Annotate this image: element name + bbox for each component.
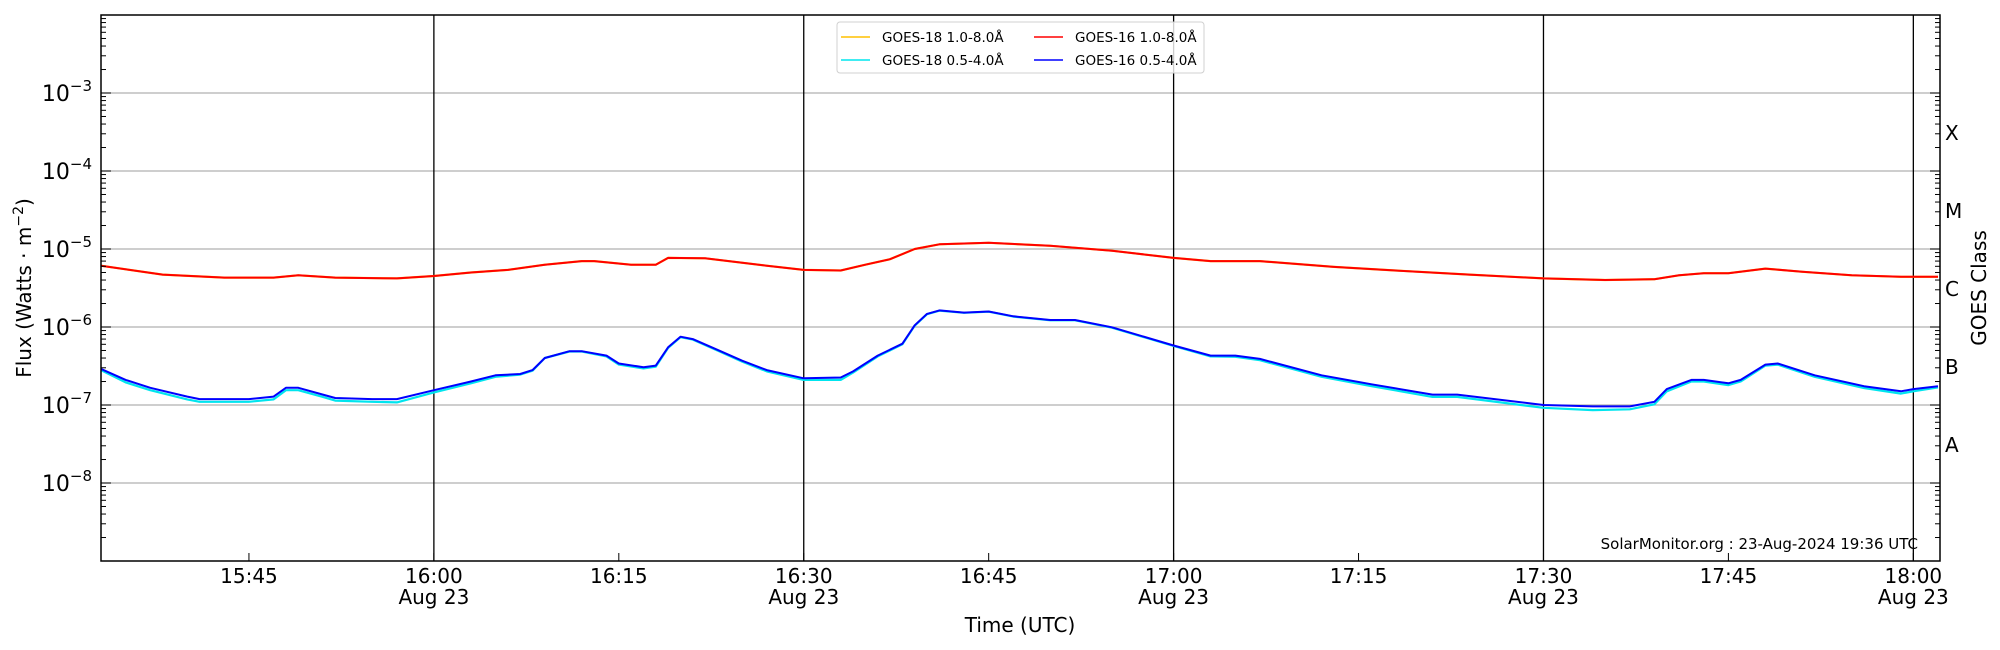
y-tick-label: 10−3 [42,77,92,107]
y-tick-base: 10 [42,472,70,497]
y-tick-exponent: −5 [70,233,92,251]
series-line-goes-18-1-0-8-0- [100,241,1938,282]
x-tick-date-label: Aug 23 [1138,585,1209,609]
series-line-goes-16-1-0-8-0- [100,241,1938,281]
legend-label: GOES-18 1.0-8.0Å [882,29,1004,46]
y-tick-base: 10 [42,82,70,107]
y-tick-base: 10 [42,394,70,419]
legend-label: GOES-16 1.0-8.0Å [1075,29,1197,46]
y-tick-exponent: −7 [70,389,92,407]
x-tick-date-label: Aug 23 [1878,585,1949,609]
x-tick-label: 17:45 [1700,564,1758,588]
y-tick-base: 10 [42,238,70,263]
x-tick-label: 16:15 [590,564,648,588]
legend-label: GOES-16 0.5-4.0Å [1075,52,1197,69]
x-tick-label: 17:00 [1145,564,1203,588]
x-tick-label: 16:45 [960,564,1018,588]
x-tick-date-label: Aug 23 [398,585,469,609]
y-tick-label: 10−6 [42,311,92,341]
x-tick-label: 18:00 [1885,564,1943,588]
x-tick-date-label: Aug 23 [1508,585,1579,609]
y-tick-label: 10−8 [42,467,92,497]
y-axis-label-exponent: −2 [11,206,27,227]
goes-class-labels: A B C M X [1945,121,1962,457]
x-tick-label: 16:00 [405,564,463,588]
y-tick-exponent: −3 [70,77,92,95]
series-line-goes-18-0-5-4-0- [100,309,1939,412]
x-tick-label: 16:30 [775,564,833,588]
x-axis-label: Time (UTC) [964,613,1076,637]
x-tick-date-label: Aug 23 [768,585,839,609]
legend-box [836,21,1205,74]
x-tick-label: 17:15 [1330,564,1388,588]
watermark-text: SolarMonitor.org : 23-Aug-2024 19:36 UTC [1601,535,1918,553]
y-axis-label-main: Flux (Watts · m [12,227,36,378]
x-tick-label: 17:30 [1515,564,1573,588]
y-tick-base: 10 [42,316,70,341]
vertical-day-lines [433,15,1914,561]
series-lines [100,241,1939,412]
goes-class-label-m: M [1945,199,1962,223]
legend: GOES-18 1.0-8.0Å GOES-18 0.5-4.0Å GOES-16 … [836,21,1205,74]
y-tick-label: 10−7 [42,389,92,419]
series-line-goes-16-0-5-4-0- [100,309,1939,408]
goes-class-label-a: A [1945,433,1959,457]
y-tick-base: 10 [42,160,70,185]
y-axis-label: Flux (Watts · m−2) [11,198,36,378]
goes-class-label-c: C [1945,277,1959,301]
plot-frame [100,14,1941,562]
y-tick-exponent: −4 [70,155,92,173]
y-axis-ticks: 10−810−710−610−510−410−3 [42,18,1940,562]
right-axis-label: GOES Class [1967,230,1991,346]
goes-class-label-x: X [1945,121,1959,145]
y-axis-label-close: ) [12,198,36,206]
y-tick-exponent: −6 [70,311,92,329]
legend-label: GOES-18 0.5-4.0Å [882,52,1004,69]
y-tick-label: 10−4 [42,155,92,185]
x-tick-label: 15:45 [220,564,278,588]
goes-class-label-b: B [1945,355,1959,379]
y-tick-exponent: −8 [70,467,92,485]
y-tick-label: 10−5 [42,233,92,263]
grid [101,92,1940,484]
